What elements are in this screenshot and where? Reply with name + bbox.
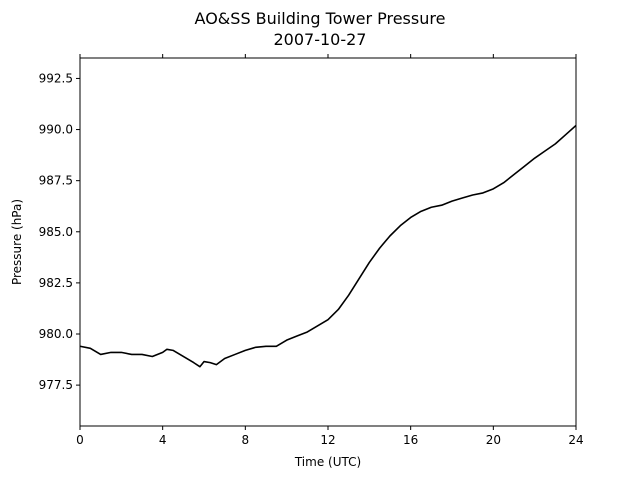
- pressure-series-line: [79, 124, 577, 368]
- x-tick-label: 12: [320, 433, 335, 447]
- y-axis-label: Pressure (hPa): [10, 199, 24, 285]
- y-tick-label: 985.0: [39, 225, 73, 239]
- y-axis-ticks: 977.5 980.0 982.5 985.0 987.5 990.0 992.5: [39, 71, 80, 392]
- chart-subtitle: 2007-10-27: [274, 30, 367, 49]
- x-tick-label: 4: [159, 433, 167, 447]
- y-tick-label: 982.5: [39, 276, 73, 290]
- x-tick-label: 8: [242, 433, 250, 447]
- y-tick-label: 992.5: [39, 71, 73, 85]
- y-tick-label: 990.0: [39, 123, 73, 137]
- x-tick-label: 24: [568, 433, 583, 447]
- series-group: [79, 124, 577, 368]
- x-tick-label: 16: [403, 433, 418, 447]
- x-axis-label: Time (UTC): [294, 455, 361, 469]
- plot-area-frame: [79, 57, 577, 427]
- x-tick-label: 20: [486, 433, 501, 447]
- y-tick-label: 987.5: [39, 174, 73, 188]
- x-axis-ticks: 0 4 8 12 16 20 24: [76, 54, 584, 447]
- x-tick-label: 0: [76, 433, 84, 447]
- y-tick-label: 980.0: [39, 327, 73, 341]
- y-tick-label: 977.5: [39, 378, 73, 392]
- chart-title: AO&SS Building Tower Pressure: [195, 9, 446, 28]
